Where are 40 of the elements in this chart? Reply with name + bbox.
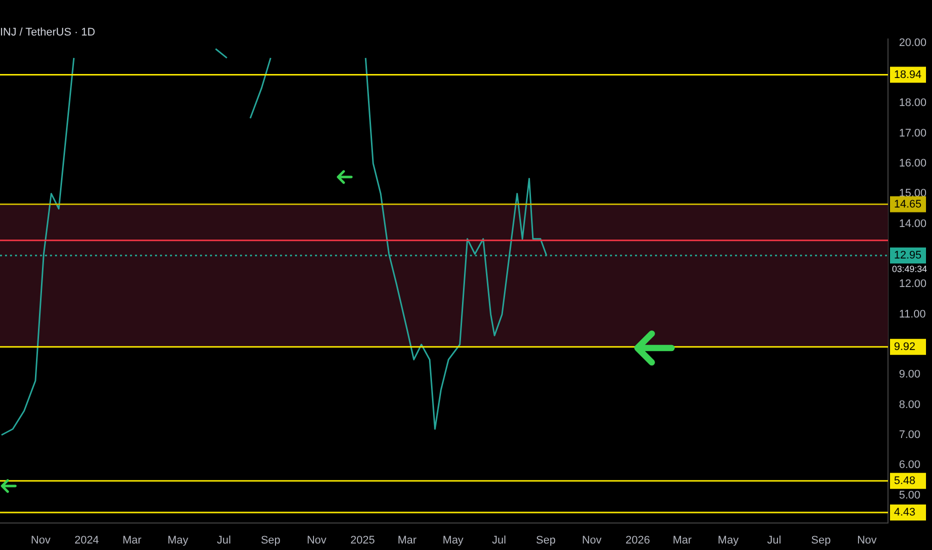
y-tick-label: 20.00	[899, 36, 927, 49]
x-tick-label: Sep	[536, 534, 556, 546]
x-tick-label: Jul	[216, 534, 231, 546]
x-tick-label: Jul	[767, 534, 782, 546]
x-tick-label: Mar	[672, 534, 692, 546]
y-tick-label: 12.00	[899, 278, 927, 290]
x-tick-label: 2025	[350, 534, 375, 546]
ref-line-label: 4.43	[894, 506, 916, 519]
x-tick-label: May	[718, 534, 740, 546]
ref-line-label: 9.92	[894, 340, 916, 353]
y-tick-label: 11.00	[899, 308, 926, 320]
x-tick-label: May	[442, 534, 464, 546]
x-tick-label: Mar	[398, 534, 417, 546]
ref-line-label: 14.65	[894, 198, 922, 210]
ref-line-label: 12.95	[894, 250, 922, 262]
y-tick-label: 9.00	[899, 368, 920, 381]
x-tick-label: May	[168, 534, 189, 546]
x-tick-label: Mar	[122, 534, 142, 546]
text: 03:49:34	[892, 264, 928, 274]
y-tick-label: 16.00	[899, 158, 927, 170]
x-tick-label: Sep	[260, 534, 280, 546]
chart-title: INJ / TetherUS · 1D	[0, 26, 96, 39]
x-tick-label: Nov	[306, 534, 327, 546]
ref-line-label: 18.94	[894, 68, 922, 81]
x-tick-label: Nov	[857, 534, 878, 546]
x-tick-label: 2026	[625, 534, 650, 546]
x-tick-label: Nov	[582, 534, 602, 546]
y-tick-label: 15.00	[899, 188, 927, 200]
y-tick-label: 18.00	[899, 97, 927, 110]
ref-line-label: 5.48	[894, 474, 916, 487]
y-tick-label: 8.00	[899, 398, 920, 411]
x-tick-label: Nov	[30, 534, 51, 546]
y-tick-label: 7.00	[899, 429, 920, 442]
y-tick-label: 14.00	[899, 218, 927, 230]
x-tick-label: Jul	[492, 534, 506, 546]
x-tick-label: Sep	[811, 534, 831, 546]
y-tick-label: 6.00	[899, 459, 920, 472]
x-tick-label: 2024	[74, 534, 99, 546]
y-tick-label: 17.00	[899, 127, 927, 140]
y-tick-label: 5.00	[899, 489, 920, 502]
